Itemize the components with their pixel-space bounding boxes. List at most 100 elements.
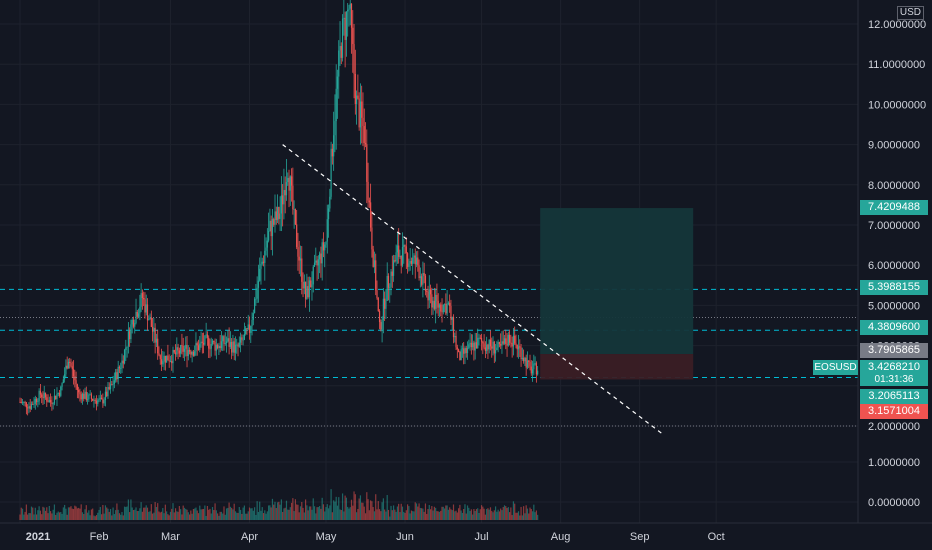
candle-body — [403, 244, 405, 248]
candle-body — [512, 335, 515, 347]
candle-body — [55, 395, 57, 400]
candle-body — [92, 398, 94, 401]
candle-body — [432, 300, 434, 308]
volume-bar — [404, 512, 406, 520]
candle-body — [98, 398, 100, 401]
volume-bar — [69, 507, 71, 520]
volume-bar — [520, 506, 522, 520]
candle-body — [219, 346, 221, 349]
volume-bar — [327, 508, 330, 520]
candle-body — [520, 347, 522, 360]
candle-body — [316, 260, 318, 266]
candle-body — [294, 209, 296, 225]
volume-bar — [32, 507, 34, 520]
candle-body — [109, 384, 112, 390]
volume-bar — [178, 506, 180, 520]
candle-body — [88, 394, 90, 400]
volume-bar — [250, 508, 252, 520]
time-axis-label: Jun — [396, 531, 414, 543]
volume-bar — [428, 505, 430, 520]
candle-body — [446, 303, 448, 314]
candle-body — [533, 363, 535, 370]
candle-body — [225, 341, 228, 344]
volume-bar — [435, 507, 437, 520]
candle-body — [372, 249, 374, 267]
long-position-tool[interactable] — [540, 208, 694, 380]
volume-bar — [24, 511, 26, 520]
candle-body — [187, 350, 189, 357]
candle-body — [503, 338, 506, 344]
candle-body — [279, 213, 281, 219]
candle-body — [93, 399, 95, 401]
volume-bar — [308, 506, 311, 520]
candle-body — [130, 324, 132, 340]
candle-body — [173, 349, 175, 353]
volume-bar — [251, 508, 253, 520]
candle-body — [515, 343, 517, 346]
candle-body — [83, 393, 85, 399]
candle-body — [452, 316, 455, 338]
candle-body — [95, 400, 98, 404]
candle-body — [534, 363, 536, 365]
volume-bar — [515, 512, 517, 520]
candle-body — [224, 343, 226, 344]
candle-body — [154, 327, 156, 343]
candle-body — [489, 339, 492, 347]
volume-bar — [33, 514, 35, 520]
candle-body — [265, 247, 267, 251]
volume-bar — [169, 511, 172, 520]
candle-body — [473, 342, 475, 351]
volume-bar — [498, 511, 500, 520]
volume-bar — [375, 494, 377, 520]
volume-bar — [378, 509, 381, 520]
volume-bar — [474, 511, 476, 520]
currency-unit-label[interactable]: USD — [896, 6, 924, 20]
volume-bar — [382, 498, 384, 520]
volume-bar — [186, 509, 188, 520]
candle-body — [531, 369, 534, 374]
volume-bar — [243, 505, 245, 520]
candle-body — [75, 380, 77, 385]
volume-bar — [30, 506, 33, 520]
volume-bar — [456, 512, 458, 520]
candle-body — [329, 196, 331, 209]
candle-body — [483, 343, 485, 348]
candle-body — [50, 400, 52, 403]
volume-bar — [90, 509, 92, 520]
volume-bar — [274, 501, 276, 520]
volume-bar — [256, 501, 258, 520]
volume-bar — [302, 507, 304, 520]
candle-body — [394, 260, 396, 262]
volume-bar — [493, 510, 495, 520]
volume-bar — [238, 507, 240, 520]
candle-body — [500, 344, 502, 346]
candle-body — [537, 370, 539, 375]
candle-body — [392, 260, 395, 276]
volume-bar — [228, 502, 230, 520]
candle-body — [58, 392, 61, 396]
candle-body — [445, 303, 447, 314]
volume-bar — [50, 511, 52, 520]
candle-body — [122, 360, 124, 364]
candle-body — [449, 302, 451, 306]
candle-body — [231, 342, 233, 353]
volume-bar — [386, 495, 388, 520]
time-axis[interactable]: 2021 Feb Mar Apr May Jun Jul Aug Sep Oct — [26, 531, 725, 543]
candle-body — [529, 361, 531, 367]
volume-bar — [526, 508, 529, 520]
candle-body — [69, 361, 71, 363]
volume-bar — [190, 510, 192, 520]
candle-body — [400, 255, 402, 266]
volume-bar — [326, 504, 328, 520]
volume-bar — [220, 511, 223, 520]
volume-bar — [368, 510, 370, 520]
volume-bar — [426, 513, 428, 520]
candle-body — [343, 17, 345, 19]
profit-zone — [540, 208, 694, 355]
volume-bar — [66, 514, 68, 520]
candle-body — [260, 263, 262, 269]
volume-bar — [331, 512, 333, 520]
price-axis[interactable]: 12.0000000 11.0000000 10.0000000 9.0000000 8… — [868, 19, 926, 509]
volume-bar — [358, 498, 360, 520]
